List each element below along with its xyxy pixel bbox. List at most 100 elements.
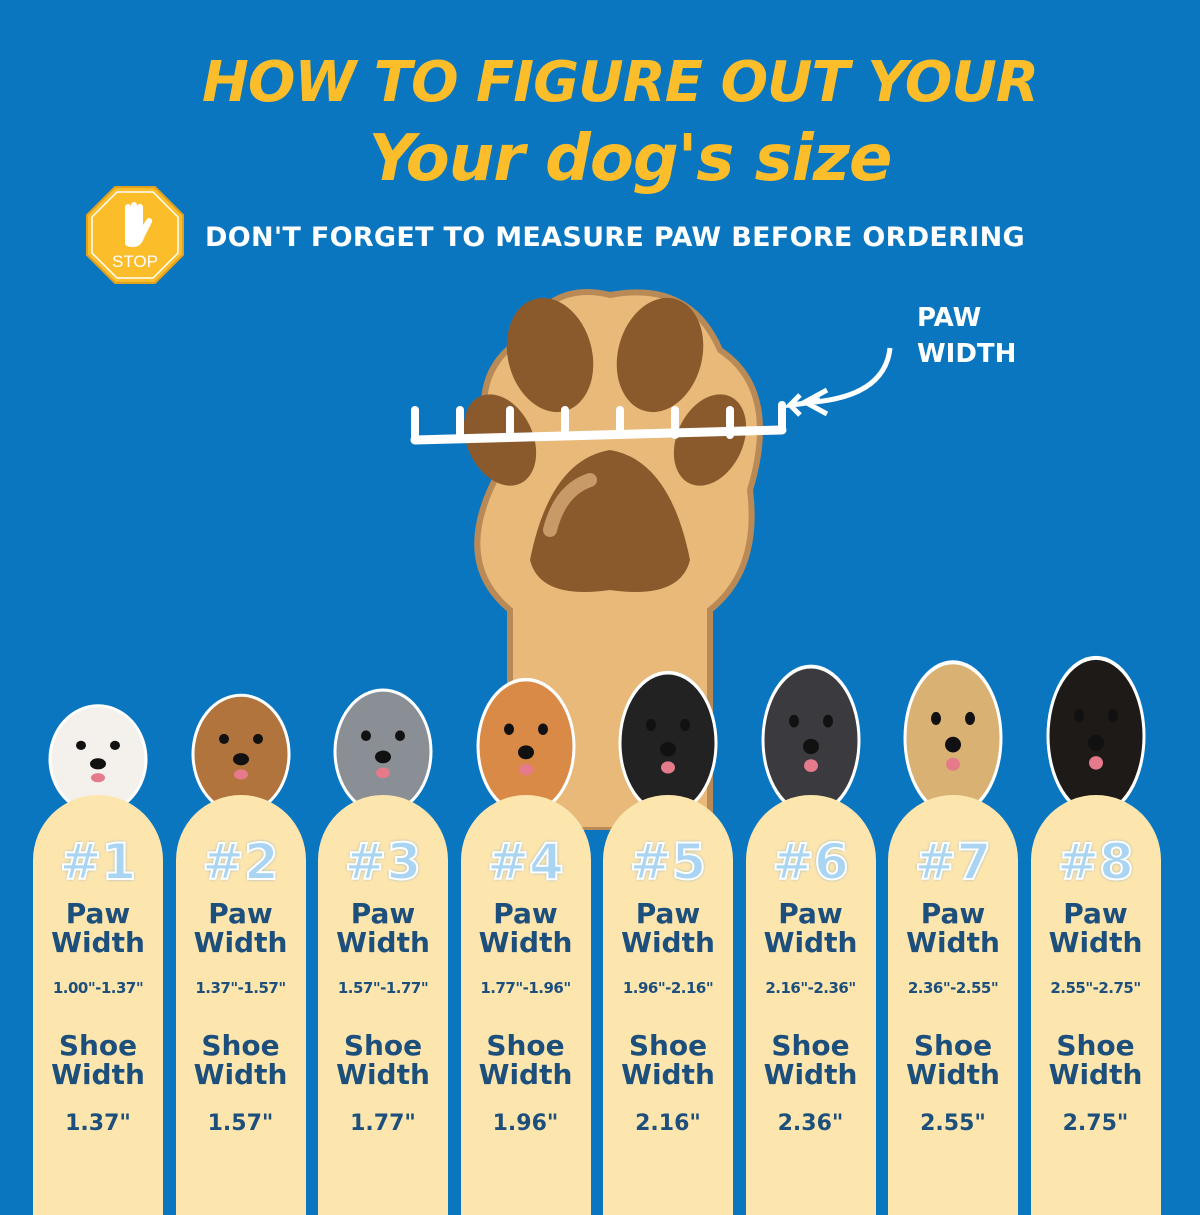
dog-photo <box>1041 635 1151 817</box>
paw-label-line-1: PAW <box>917 303 982 333</box>
shoe-width-heading: Shoe Width <box>746 1031 876 1089</box>
paw-width-range: 1.96"-2.16" <box>622 979 714 997</box>
size-number: #6 <box>771 832 850 892</box>
shoe-word: Shoe <box>913 1029 993 1062</box>
width-word: Width <box>906 1058 1000 1091</box>
shoe-width-heading: Shoe Width <box>603 1031 733 1089</box>
shoe-width-value: 1.96" <box>492 1111 559 1136</box>
paw-label-line-2: WIDTH <box>917 339 1017 369</box>
paw-width-heading: Paw Width <box>1031 899 1161 957</box>
shoe-width-heading: Shoe Width <box>461 1031 591 1089</box>
width-word: Width <box>193 1058 288 1091</box>
paw-width-heading: Paw Width <box>603 899 733 957</box>
shoe-word: Shoe <box>486 1029 565 1062</box>
width-word: Width <box>478 1058 573 1091</box>
paw-word: Paw <box>1063 897 1128 930</box>
paw-width-range: 2.16"-2.36" <box>765 979 856 997</box>
width-word: Width <box>336 1058 430 1091</box>
shoe-width-value: 2.16" <box>635 1111 701 1136</box>
paw-width-label: PAW WIDTH <box>917 300 1016 372</box>
width-word: Width <box>621 926 715 959</box>
shoe-width-value: 2.75" <box>1062 1111 1129 1136</box>
width-word: Width <box>763 926 858 959</box>
dog-photo <box>471 660 581 816</box>
paw-word: Paw <box>208 897 273 930</box>
dog-photo <box>756 645 866 816</box>
shoe-width-heading: Shoe Width <box>33 1031 163 1089</box>
size-card: #7 Paw Width 2.36"-2.55" Shoe Width 2.55" <box>888 795 1018 1215</box>
paw-word: Paw <box>778 897 843 930</box>
paw-width-range: 1.37"-1.57" <box>195 979 286 997</box>
paw-width-range: 1.57"-1.77" <box>337 979 429 997</box>
size-card: #4 Paw Width 1.77"-1.96" Shoe Width 1.96" <box>460 795 591 1215</box>
size-card: #3 Paw Width 1.57"-1.77" Shoe Width 1.77" <box>318 795 448 1215</box>
shoe-width-heading: Shoe Width <box>318 1031 448 1089</box>
width-word: Width <box>621 1058 715 1091</box>
width-word: Width <box>906 926 1000 959</box>
paw-word: Paw <box>920 897 986 930</box>
arrow-icon <box>783 393 820 417</box>
width-word: Width <box>193 926 288 959</box>
paw-width-range: 2.55"-2.75" <box>1050 979 1141 997</box>
shoe-width-heading: Shoe Width <box>176 1031 306 1089</box>
shoe-word: Shoe <box>628 1029 708 1062</box>
dog-photo <box>328 672 438 815</box>
size-number: #2 <box>201 832 280 892</box>
size-number: #1 <box>59 832 138 892</box>
stop-sign-icon: STOP <box>86 186 184 284</box>
width-word: Width <box>1048 1058 1143 1091</box>
shoe-width-value: 1.77" <box>350 1111 416 1136</box>
paw-width-heading: Paw Width <box>176 899 306 957</box>
paw-width-range: 2.36"-2.55" <box>907 979 999 997</box>
hand-stop-icon <box>125 202 153 247</box>
paw-width-heading: Paw Width <box>318 899 448 957</box>
dog-photo <box>186 678 296 815</box>
size-card: #8 Paw Width 2.55"-2.75" Shoe Width 2.75" <box>1030 795 1161 1215</box>
shoe-word: Shoe <box>58 1029 138 1062</box>
width-word: Width <box>51 1058 145 1091</box>
shoe-width-value: 1.57" <box>207 1111 274 1136</box>
size-card: #6 Paw Width 2.16"-2.36" Shoe Width 2.36" <box>745 795 876 1215</box>
shoe-width-value: 2.55" <box>920 1111 986 1136</box>
shoe-width-value: 2.36" <box>777 1111 844 1136</box>
dog-photo <box>898 640 1008 816</box>
title-line-2: Your dog's size <box>368 122 893 196</box>
size-number: #8 <box>1056 832 1135 892</box>
stop-text: STOP <box>112 252 158 271</box>
size-number: #5 <box>629 832 708 892</box>
title-line-1: HOW TO FIGURE OUT YOUR <box>202 50 1039 115</box>
shoe-word: Shoe <box>343 1029 423 1062</box>
paw-width-heading: Paw Width <box>746 899 876 957</box>
paw-width-heading: Paw Width <box>888 899 1018 957</box>
paw-word: Paw <box>350 897 416 930</box>
width-word: Width <box>478 926 573 959</box>
shoe-word: Shoe <box>1056 1029 1135 1062</box>
paw-word: Paw <box>493 897 558 930</box>
shoe-width-heading: Shoe Width <box>888 1031 1018 1089</box>
size-number: #3 <box>344 832 423 892</box>
size-number: #7 <box>914 832 993 892</box>
size-card: #5 Paw Width 1.96"-2.16" Shoe Width 2.16" <box>603 795 733 1215</box>
ruler <box>410 425 787 445</box>
paw-width-range: 1.77"-1.96" <box>480 979 571 997</box>
paw-width-heading: Paw Width <box>461 899 591 957</box>
dog-photo <box>613 652 723 816</box>
width-word: Width <box>336 926 430 959</box>
arrow-icon <box>799 347 893 417</box>
width-word: Width <box>1048 926 1143 959</box>
shoe-width-heading: Shoe Width <box>1031 1031 1161 1089</box>
subtitle: DON'T FORGET TO MEASURE PAW BEFORE ORDER… <box>205 222 1025 253</box>
size-card: #1 Paw Width 1.00"-1.37" Shoe Width 1.37" <box>33 795 163 1215</box>
width-word: Width <box>51 926 145 959</box>
shoe-width-value: 1.37" <box>65 1111 131 1136</box>
shoe-word: Shoe <box>771 1029 850 1062</box>
width-word: Width <box>763 1058 858 1091</box>
paw-width-heading: Paw Width <box>33 899 163 957</box>
shoe-word: Shoe <box>201 1029 280 1062</box>
dog-photo <box>43 690 153 815</box>
paw-width-range: 1.00"-1.37" <box>52 979 144 997</box>
paw-word: Paw <box>635 897 701 930</box>
size-number: #4 <box>486 832 565 892</box>
paw-word: Paw <box>65 897 131 930</box>
size-card: #2 Paw Width 1.37"-1.57" Shoe Width 1.57" <box>175 795 306 1215</box>
